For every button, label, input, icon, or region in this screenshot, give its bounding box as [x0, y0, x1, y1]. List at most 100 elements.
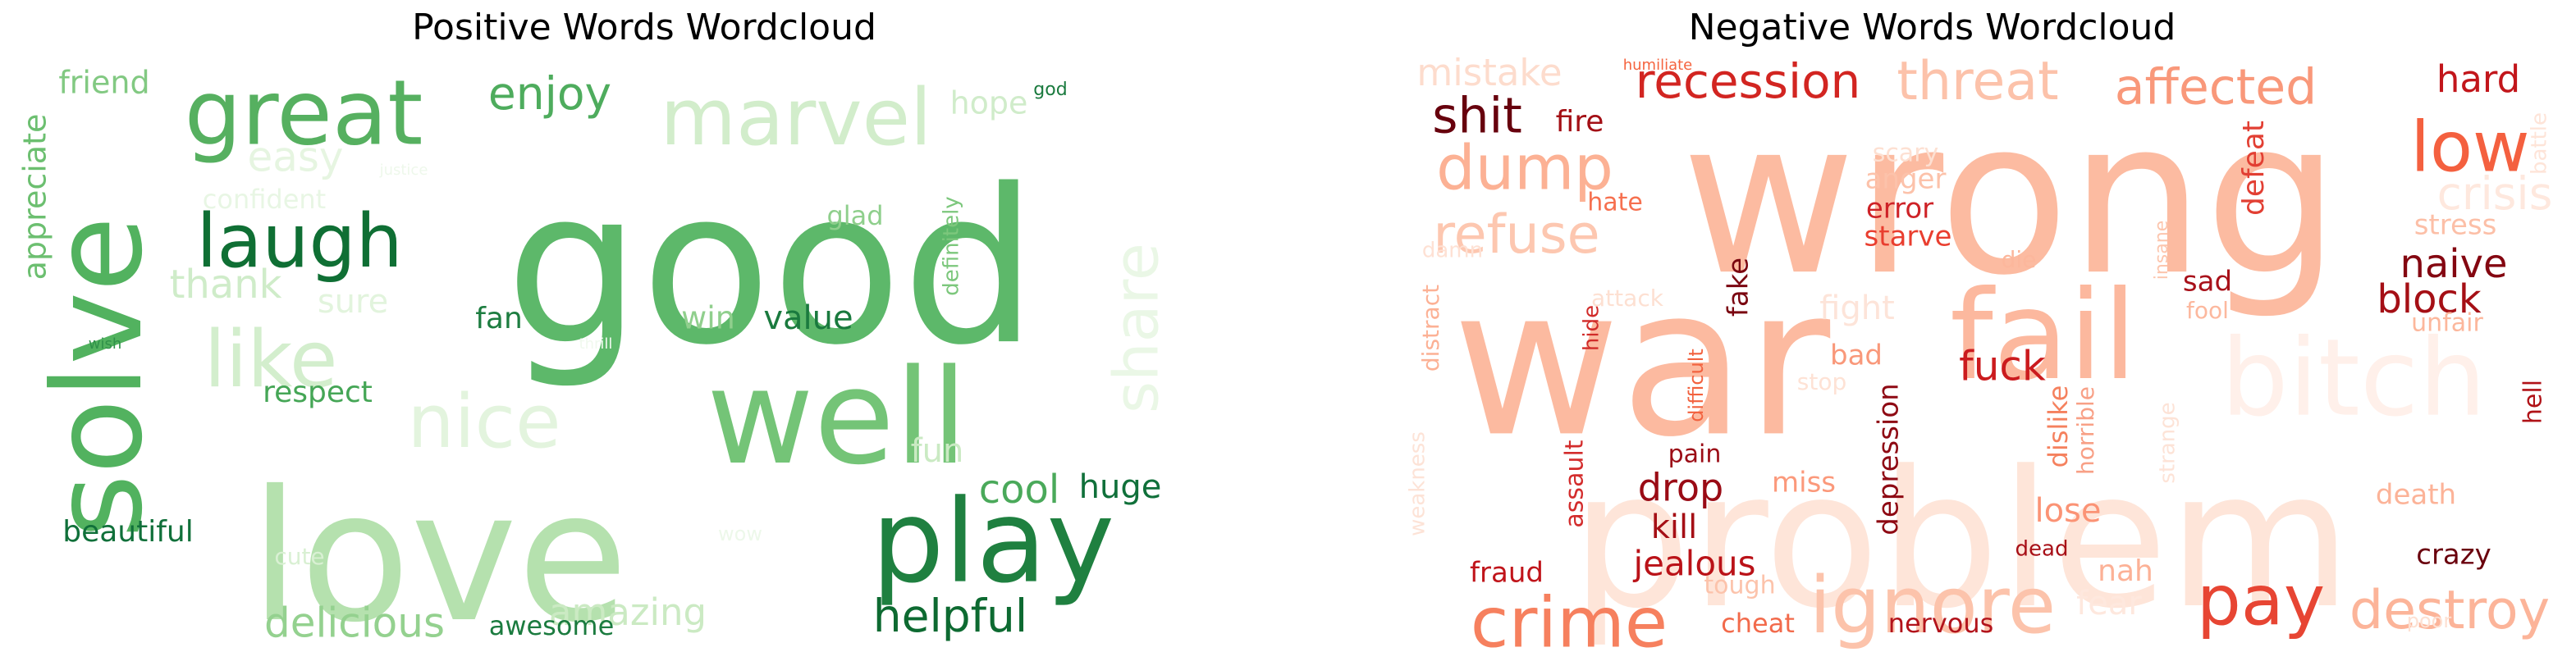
negative-word-problem: problem	[1571, 431, 2352, 650]
negative-word-bitch: bitch	[2221, 316, 2486, 440]
positive-word-awesome: awesome	[489, 610, 615, 641]
negative-word-pay: pay	[2197, 560, 2325, 641]
negative-word-low: low	[2410, 107, 2529, 188]
positive-word-win: win	[681, 300, 735, 336]
negative-word-wrong: wrong	[1681, 75, 2340, 322]
negative-word-depression: depression	[1873, 383, 1906, 535]
positive-word-sure: sure	[318, 283, 388, 321]
negative-word-death: death	[2376, 479, 2456, 512]
positive-word-amazing: amazing	[549, 590, 707, 634]
negative-word-die: die	[2002, 246, 2037, 273]
negative-word-jealous: jealous	[1632, 544, 1755, 584]
negative-word-humiliate: humiliate	[1623, 57, 1693, 74]
positive-word-wow: wow	[718, 522, 762, 545]
positive-word-play: play	[872, 476, 1114, 609]
negative-word-drop: drop	[1638, 466, 1723, 510]
negative-word-stress: stress	[2414, 209, 2497, 242]
negative-word-stop: stop	[1797, 368, 1846, 395]
negative-word-difficult: difficult	[1685, 349, 1708, 422]
negative-word-attack: attack	[1591, 285, 1664, 312]
negative-word-anger: anger	[1865, 163, 1947, 196]
positive-word-nice: nice	[408, 379, 561, 465]
negative-word-mistake: mistake	[1416, 57, 1562, 94]
negative-word-fail: fail	[1950, 265, 2137, 408]
negative-word-starve: starve	[1865, 221, 1952, 253]
negative-word-distract: distract	[1417, 285, 1444, 372]
positive-word-delicious: delicious	[264, 600, 445, 647]
positive-word-god: god	[1033, 80, 1067, 100]
negative-word-strange: strange	[2156, 402, 2180, 483]
positive-word-confident: confident	[203, 184, 326, 215]
negative-word-shit: shit	[1432, 88, 1521, 145]
positive-word-easy: easy	[247, 134, 343, 181]
negative-word-hell: hell	[2519, 380, 2548, 424]
negative-word-fuck: fuck	[1959, 343, 2046, 390]
negative-word-damn: damn	[1422, 239, 1483, 263]
negative-word-horrible: horrible	[2072, 386, 2099, 475]
positive-word-like: like	[204, 315, 338, 405]
negative-word-unfair: unfair	[2411, 309, 2483, 338]
positive-word-value: value	[763, 299, 853, 337]
negative-wordcloud-title: Negative Words Wordcloud	[1688, 7, 2176, 48]
negative-word-sad: sad	[2183, 266, 2232, 299]
positive-word-love: love	[249, 452, 628, 652]
positive-word-friend: friend	[58, 65, 149, 101]
negative-word-tough: tough	[1704, 572, 1775, 600]
negative-wordcloud-panel: Negative Words Wordcloud	[1288, 0, 2576, 652]
positive-word-appreciate: appreciate	[17, 114, 53, 280]
negative-word-fight: fight	[1819, 290, 1895, 327]
negative-word-fire: fire	[1556, 105, 1604, 139]
negative-word-dump: dump	[1436, 132, 1613, 204]
positive-word-cool: cool	[979, 467, 1059, 513]
negative-word-error: error	[1866, 193, 1933, 226]
negative-word-battle: battle	[2528, 112, 2552, 175]
negative-word-fake: fake	[1723, 258, 1755, 317]
negative-word-threat: threat	[1897, 57, 2058, 112]
positive-word-justice: justice	[379, 162, 428, 179]
negative-word-crime: crime	[1471, 582, 1668, 652]
negative-word-miss: miss	[1772, 467, 1836, 499]
negative-word-war: war	[1453, 243, 1831, 481]
wordcloud-canvas: good love well solve play great marvel laugh lik…	[17, 57, 2553, 652]
positive-word-marvel: marvel	[661, 73, 932, 163]
negative-word-nah: nah	[2098, 554, 2153, 588]
negative-word-fraud: fraud	[1470, 557, 1544, 590]
negative-word-dead: dead	[2016, 537, 2069, 562]
negative-word-lose: lose	[2034, 492, 2101, 530]
positive-word-definitely: definitely	[940, 196, 964, 295]
negative-word-nervous: nervous	[1888, 608, 1994, 639]
positive-wordcloud-panel: Positive Words Wordcloud	[412, 7, 876, 48]
positive-word-glad: glad	[826, 200, 883, 231]
positive-word-wish: wish	[89, 335, 122, 353]
negative-word-poor: poor	[2407, 609, 2452, 632]
positive-word-helpful: helpful	[873, 590, 1027, 642]
negative-word-dislike: dislike	[2043, 385, 2074, 468]
negative-word-crazy: crazy	[2416, 539, 2491, 572]
positive-wordcloud-title: Positive Words Wordcloud	[412, 7, 876, 48]
negative-word-destroy: destroy	[2350, 580, 2550, 641]
negative-word-insane: insane	[2152, 221, 2172, 280]
negative-word-recession: recession	[1636, 57, 1861, 109]
negative-word-naive: naive	[2400, 241, 2507, 287]
negative-word-kill: kill	[1651, 508, 1698, 546]
negative-word-hide: hide	[1580, 305, 1604, 351]
positive-word-great: great	[185, 60, 423, 165]
positive-words-group: good love well solve play great marvel laugh lik…	[17, 60, 1173, 652]
positive-word-solve: solve	[27, 217, 170, 539]
positive-word-fun: fun	[911, 432, 964, 470]
negative-word-hard: hard	[2436, 57, 2520, 101]
negative-word-cheat: cheat	[1721, 608, 1795, 639]
positive-word-enjoy: enjoy	[488, 67, 611, 120]
negative-word-affected: affected	[2115, 59, 2317, 116]
negative-word-assault: assault	[1561, 440, 1590, 527]
positive-word-huge: huge	[1079, 468, 1162, 506]
positive-word-good: good	[506, 144, 1037, 392]
positive-word-cute: cute	[274, 543, 324, 570]
negative-word-refuse: refuse	[1433, 204, 1599, 266]
negative-word-fool: fool	[2186, 297, 2229, 324]
negative-word-crisis: crisis	[2437, 167, 2553, 220]
positive-word-respect: respect	[263, 376, 373, 409]
negative-word-hate: hate	[1587, 189, 1643, 217]
positive-word-laugh: laugh	[196, 198, 402, 285]
